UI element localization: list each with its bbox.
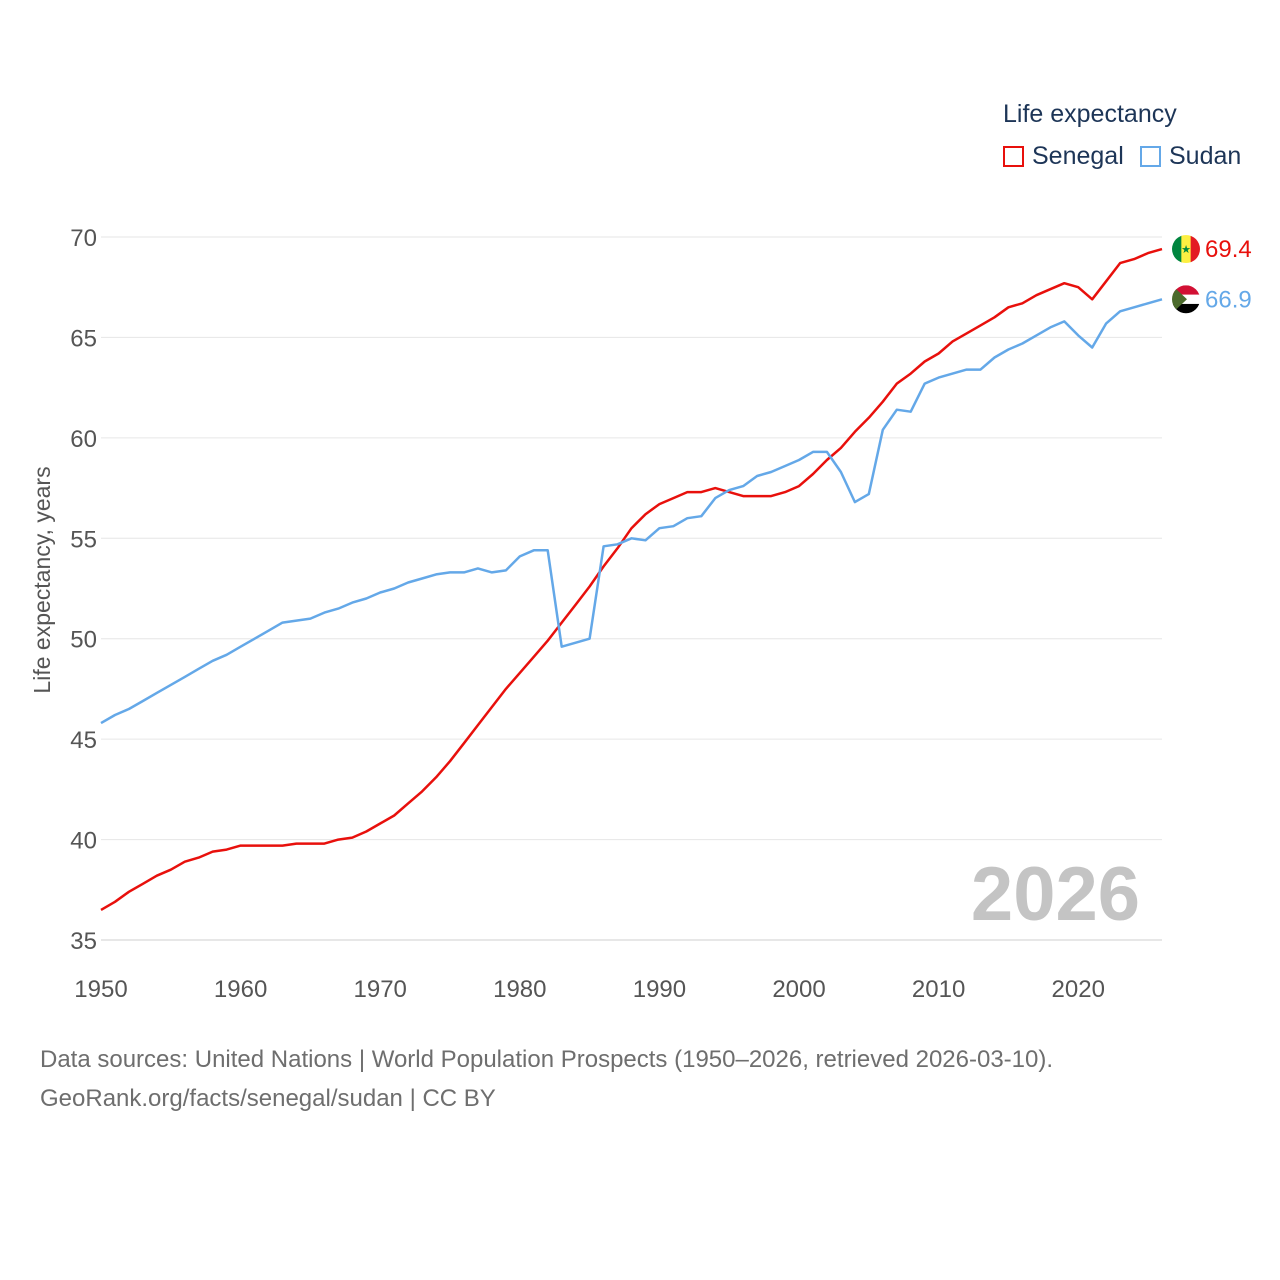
series-line-sudan [100,298,1163,725]
y-tick-label-50: 50 [70,627,97,654]
x-tick-label-1980: 1980 [493,976,546,1003]
legend-title: Life expectancy [1003,100,1177,128]
x-tick-label-1960: 1960 [214,976,267,1003]
x-tick-label-2020: 2020 [1052,976,1105,1003]
flag-stripe [1172,285,1200,296]
y-tick-label-55: 55 [70,526,97,553]
sudan-flag-icon [1172,285,1200,314]
legend-swatch-senegal [1003,146,1024,167]
source-line-1: Data sources: United Nations | World Pop… [40,1046,1054,1073]
x-tick-label-1970: 1970 [354,976,407,1003]
source-line-2[interactable]: GeoRank.org/facts/senegal/sudan | CC BY [40,1085,496,1112]
series-line-senegal [100,247,1163,911]
legend-item-senegal[interactable]: Senegal [1003,142,1124,171]
legend-label-sudan: Sudan [1169,142,1242,170]
flag-triangle [1172,285,1187,314]
x-tick-label-2000: 2000 [772,976,825,1003]
legend-item-sudan[interactable]: Sudan [1140,142,1241,171]
end-label-sudan: 66.9 [1205,286,1252,313]
x-tick-label-1950: 1950 [74,976,127,1003]
y-tick-label-70: 70 [70,225,97,252]
senegal-flag-icon: ★ [1172,235,1200,264]
flag-stripe [1172,303,1200,314]
year-label: 2026 [971,852,1140,937]
y-axis-label: Life expectancy, years [29,466,55,693]
flag-stripe [1190,235,1200,264]
y-tick-label-40: 40 [70,828,97,855]
flag-stripe [1172,235,1182,264]
x-tick-label-2010: 2010 [912,976,965,1003]
flag-stripe [1181,235,1192,264]
flag-star: ★ [1181,244,1191,256]
y-tick-label-65: 65 [70,325,97,352]
legend-label-senegal: Senegal [1032,142,1124,170]
y-tick-label-45: 45 [70,727,97,754]
y-tick-label-35: 35 [70,928,97,955]
y-tick-label-60: 60 [70,426,97,453]
end-label-senegal: 69.4 [1205,236,1252,263]
legend-swatch-sudan [1140,146,1161,167]
x-tick-label-1990: 1990 [633,976,686,1003]
